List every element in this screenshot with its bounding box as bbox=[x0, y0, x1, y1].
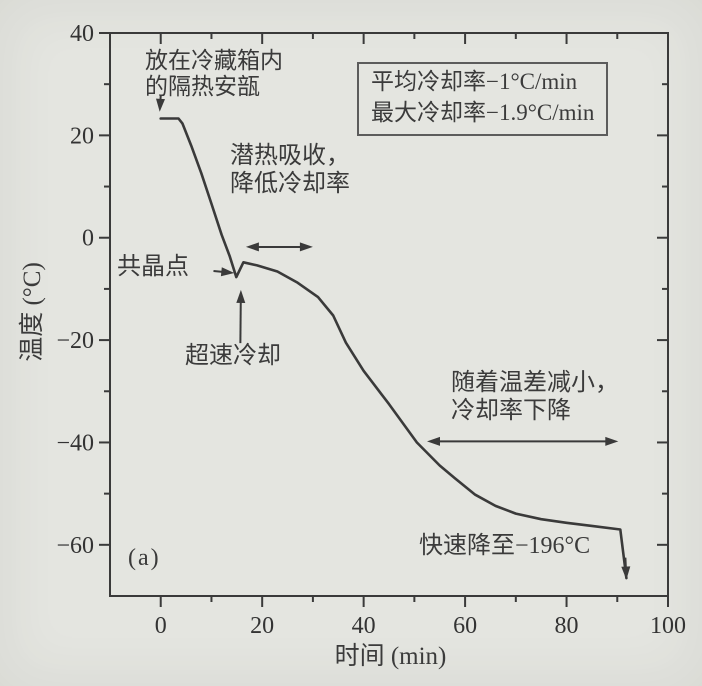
latent-range-arrow-head bbox=[245, 242, 259, 252]
cooling-curve-path bbox=[159, 117, 628, 580]
annotation-arrows bbox=[156, 95, 631, 580]
plot-frame bbox=[109, 32, 669, 597]
legend-max-rate: 最大冷却率−1.9°C/min bbox=[371, 100, 595, 125]
latent-heat-annotation: 潜热吸收， 降低冷却率 bbox=[230, 143, 350, 197]
x-tick-label: 80 bbox=[555, 613, 579, 639]
y-tick-label: −20 bbox=[56, 328, 94, 354]
y-axis-title: 温度 (°C) bbox=[19, 262, 46, 362]
y-tick-label: 20 bbox=[70, 123, 94, 149]
y-tick-label: 40 bbox=[70, 21, 94, 47]
plunge-arrow-head bbox=[621, 566, 631, 580]
x-tick-label: 60 bbox=[453, 613, 477, 639]
deltaT-range-arrow-head bbox=[427, 436, 440, 446]
legend-average-rate: 平均冷却率−1°C/min bbox=[371, 69, 578, 94]
x-tick-label: 20 bbox=[250, 613, 274, 639]
cooling-curve bbox=[159, 117, 628, 580]
rapid-cooling-annotation: 快速降至−196°C bbox=[419, 533, 591, 559]
eutectic-point-annotation: 共晶点 bbox=[117, 254, 189, 280]
temperature-difference-annotation: 随着温差减小， 冷却率下降 bbox=[451, 370, 619, 424]
x-tick-label: 40 bbox=[352, 613, 376, 639]
panel-label: (a) bbox=[128, 545, 161, 571]
y-tick-label: −60 bbox=[56, 533, 94, 559]
axis-tick-labels: 0 20 40 60 80 100 40 20 0 −20 −40 −60 bbox=[56, 21, 686, 639]
x-tick-label: 0 bbox=[155, 613, 167, 639]
deltaT-range-arrow-head bbox=[605, 436, 619, 446]
ampoule-arrow-head bbox=[156, 98, 165, 112]
latent-range-arrow-head bbox=[299, 242, 313, 252]
axis-ticks bbox=[99, 32, 669, 607]
eutectic-arrow-head bbox=[220, 267, 235, 277]
x-tick-label: 100 bbox=[650, 613, 686, 639]
x-axis-title: 时间 (min) bbox=[334, 643, 447, 670]
cooling-rate-legend: 平均冷却率−1°C/min 最大冷却率−1.9°C/min bbox=[357, 62, 609, 136]
supercooling-annotation: 超速冷却 bbox=[185, 343, 281, 369]
y-tick-label: −40 bbox=[56, 430, 94, 456]
y-tick-label: 0 bbox=[82, 226, 94, 252]
supercool-arrow-head bbox=[236, 289, 246, 303]
ampoule-annotation: 放在冷藏箱内 的隔热安瓿 bbox=[145, 48, 283, 99]
